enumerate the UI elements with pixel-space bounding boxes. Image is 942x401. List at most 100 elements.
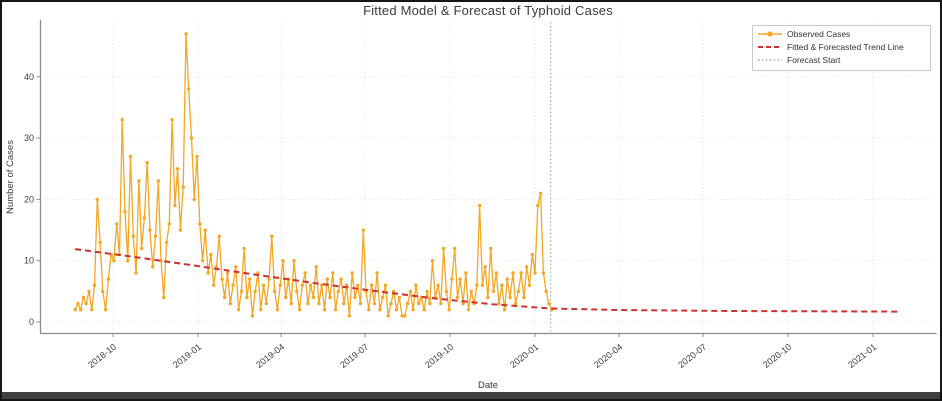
axis-ticks [36,76,874,337]
observed-data-point [497,301,501,306]
observed-data-point [375,271,379,275]
observed-data-point [333,308,338,312]
observed-data-point [198,222,202,226]
observed-data-point [123,210,127,214]
observed-data-point [292,259,296,263]
observed-data-point [356,283,360,287]
observed-data-point [115,222,119,226]
observed-data-point [90,308,94,312]
observed-data-point [342,301,346,306]
observed-data-point [156,179,160,183]
observed-data-point [403,314,407,318]
legend: Observed Cases Fitted & Forecasted Trend… [752,25,931,71]
observed-data-point [203,228,207,232]
observed-data-point [458,277,462,281]
observed-data-point [84,301,88,306]
observed-data-point [220,277,224,281]
observed-data-point [76,301,80,306]
x-tick-label: 2021-01 [846,342,878,370]
observed-data-point [475,283,479,287]
observed-data-point [151,265,155,269]
observed-data-point [142,216,147,220]
observed-data-point [369,283,374,287]
observed-data-point [137,179,141,183]
observed-data-point [361,228,365,232]
observed-data-point [469,289,473,294]
observed-data-point [239,289,244,294]
x-axis-label: Date [478,380,498,391]
observed-data-point [223,295,227,300]
x-tick-label: 2019-07 [338,342,370,370]
observed-data-point [533,271,537,275]
observed-data-point [394,308,399,312]
observed-data-point [289,301,293,306]
observed-data-point [411,308,415,312]
observed-data-point [153,234,158,238]
observed-data-point [422,308,426,312]
observed-data-point [175,167,180,171]
observed-data-point [181,185,185,189]
x-tick-label: 2018-10 [86,342,118,370]
observed-data-point [106,277,111,281]
observed-data-point [483,265,487,269]
observed-data-point [508,295,512,300]
x-tick-label: 2020-07 [676,342,708,370]
y-tick-label: 20 [24,194,34,204]
observed-data-point [145,160,149,165]
x-tick-label: 2020-10 [761,342,793,370]
observed-data-point [453,246,457,251]
legend-label-forecast-start: Forecast Start [787,55,841,65]
observed-data-point [261,283,266,287]
observed-data-point [436,283,440,287]
trend-line-series [74,248,899,313]
observed-data-point [214,265,219,269]
observed-data-point [212,283,216,287]
fitted-forecast-trend-line [74,248,899,313]
observed-data-point [189,136,194,140]
y-axis-label: Number of Cases [5,140,16,214]
observed-data-point [477,203,482,208]
x-tick-label: 2019-10 [423,342,455,370]
observed-data-point [139,246,144,251]
observed-data-point [120,118,124,122]
observed-data-point [461,301,465,306]
observed-data-point [103,308,108,312]
legend-label-trend: Fitted & Forecasted Trend Line [787,42,904,52]
observed-data-point [195,154,199,159]
y-tick-label: 10 [24,256,34,266]
observed-data-point [397,295,401,300]
observed-data-point [278,283,282,287]
observed-data-point [314,265,318,269]
observed-data-point [101,289,105,294]
observed-data-point [259,308,263,312]
observed-data-point [148,228,152,232]
observed-data-point [372,301,377,306]
observed-data-point [511,271,515,275]
observed-data-point [447,308,451,312]
x-tick-label: 2020-01 [508,342,540,370]
observed-data-point [525,265,529,269]
observed-data-point [480,283,485,287]
observed-data-point [417,301,421,306]
observed-data-point [275,308,280,312]
observed-data-point [236,308,241,312]
observed-data-point [308,283,313,287]
observed-data-point [381,295,385,300]
observed-data-point [253,289,257,294]
observed-data-point [200,259,205,263]
observed-data-point [79,308,83,312]
observed-data-point [464,271,468,275]
observed-data-point [297,308,302,312]
observed-data-point [527,283,532,287]
y-tick-label: 30 [24,133,34,143]
observed-data-point [328,295,332,300]
observed-data-point [306,301,310,306]
observed-data-point [112,259,116,263]
legend-box [752,25,931,71]
chart-title: Fitted Model & Forecast of Typhoid Cases [363,3,613,18]
observed-data-point [228,301,232,306]
observed-data-point [281,259,285,263]
observed-data-point [234,265,238,269]
observed-data-point [347,314,352,318]
